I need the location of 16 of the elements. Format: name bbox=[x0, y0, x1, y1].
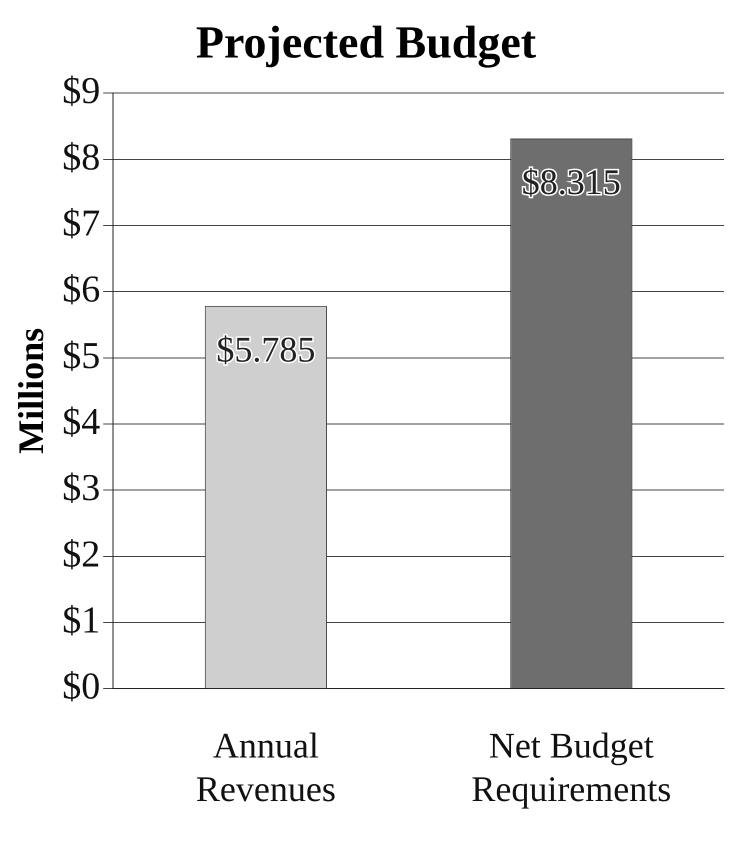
y-tick-label: $1 bbox=[62, 599, 100, 642]
y-tick-label: $4 bbox=[62, 400, 100, 443]
y-tick-label: $7 bbox=[62, 202, 100, 244]
y-tick-label: $9 bbox=[62, 70, 100, 112]
y-axis-title: Millions bbox=[10, 328, 51, 454]
data-label: $5.785 bbox=[216, 329, 316, 370]
y-tick-label: $8 bbox=[62, 136, 100, 178]
y-tick-label: $3 bbox=[62, 467, 100, 510]
y-tick-label: $6 bbox=[62, 268, 100, 311]
x-tick-label: Net Budget Requirements bbox=[471, 726, 672, 809]
y-tick-label: $0 bbox=[62, 666, 100, 708]
y-tick-label: $2 bbox=[62, 533, 100, 576]
chart-title: Projected Budget bbox=[196, 16, 537, 68]
y-tick-label: $5 bbox=[62, 334, 100, 377]
x-tick-label: Annual Revenues bbox=[196, 726, 336, 809]
data-label: $8.315 bbox=[522, 162, 621, 202]
